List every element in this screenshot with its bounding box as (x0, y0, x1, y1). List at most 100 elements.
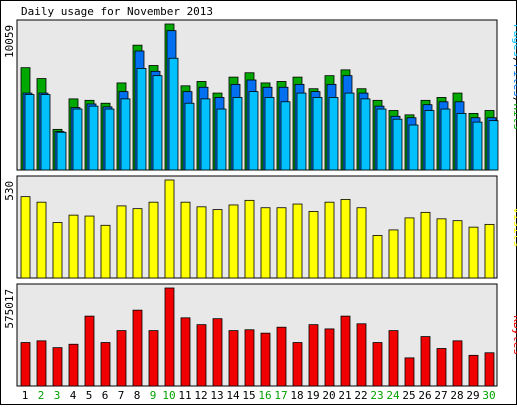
panel-bottom-ytick-label: 575017 (3, 289, 16, 329)
x-tick-label: 24 (386, 389, 400, 402)
x-tick-label: 15 (242, 389, 255, 402)
pages-bar (232, 97, 243, 171)
visits-bar (244, 199, 255, 279)
kbytes-bar (340, 315, 351, 387)
panel-top-legend: Pages/Files/Hits (511, 24, 517, 130)
kbytes-bar (100, 342, 111, 387)
pages-bar (408, 124, 419, 171)
kbytes-bar (292, 342, 303, 387)
kbytes-bar (276, 326, 287, 387)
x-tick-label: 5 (86, 389, 93, 402)
x-tick-label: 16 (258, 389, 271, 402)
x-tick-label: 21 (338, 389, 351, 402)
pages-bar (120, 98, 131, 171)
kbytes-bar (148, 330, 159, 387)
legend-entry-separator: / (511, 97, 517, 104)
legend-entry-visits: Visits (511, 207, 517, 247)
pages-bar (40, 94, 51, 171)
pages-bar (344, 92, 355, 171)
visits-bar (116, 205, 127, 279)
visits-bar (100, 224, 111, 279)
pages-bar (216, 108, 227, 171)
x-tick-label: 6 (102, 389, 109, 402)
x-tick-label: 27 (434, 389, 447, 402)
visits-bar (276, 207, 287, 279)
kbytes-bar (372, 342, 383, 387)
panel-bottom-frame (16, 283, 498, 387)
x-tick-label: 19 (306, 389, 319, 402)
x-tick-label: 12 (194, 389, 207, 402)
x-tick-label: 17 (274, 389, 287, 402)
pages-bar (248, 91, 259, 171)
x-tick-label: 29 (466, 389, 479, 402)
visits-bar (308, 211, 319, 279)
visits-bar (372, 235, 383, 279)
visits-bar (452, 220, 463, 279)
x-tick-label: 3 (54, 389, 61, 402)
kbytes-bar (324, 328, 335, 387)
visits-bar (468, 226, 479, 279)
visits-bar (196, 206, 207, 279)
kbytes-bar (116, 330, 127, 387)
kbytes-bar (452, 340, 463, 387)
x-tick-label: 18 (290, 389, 303, 402)
visits-bar (324, 201, 335, 279)
x-tick-label: 14 (226, 389, 240, 402)
x-tick-label: 4 (70, 389, 77, 402)
kbytes-bar (52, 347, 63, 387)
x-tick-label: 2 (38, 389, 45, 402)
x-tick-label: 8 (134, 389, 141, 402)
pages-bar (424, 110, 435, 171)
pages-bar (24, 94, 35, 171)
visits-bar (148, 201, 159, 279)
kbytes-bar (244, 329, 255, 387)
kbytes-bar (196, 324, 207, 387)
visits-bar (212, 209, 223, 279)
visits-bar (180, 201, 191, 279)
pages-bar (328, 97, 339, 171)
pages-bar (168, 57, 179, 171)
pages-bar (104, 108, 115, 171)
kbytes-bar (36, 340, 47, 387)
x-tick-label: 1 (22, 389, 29, 402)
visits-bar (404, 217, 415, 279)
kbytes-bar (68, 343, 79, 387)
legend-entry-separator: / (511, 57, 517, 64)
chart-title: Daily usage for November 2013 (21, 5, 213, 18)
kbytes-bar (228, 330, 239, 387)
pages-bar (56, 131, 67, 171)
panel-top-ytick-label: 10059 (3, 25, 16, 58)
pages-bar (88, 105, 99, 171)
pages-bar (472, 121, 483, 171)
x-axis-labels: 1 2 3 4 5 6 7 8 9 10 11 12 13 14 15 16 17 18 19 20 21 22 23 24 2… (22, 389, 496, 402)
visits-bar (164, 179, 175, 279)
kbytes-bar (436, 348, 447, 387)
pages-bar (72, 108, 83, 171)
panel-middle-ytick-label: 530 (3, 181, 16, 201)
pages-bar (264, 97, 275, 171)
kbytes-bar (484, 352, 495, 387)
legend-entry-kbytes: KBytes (511, 315, 517, 355)
panel-bottom-legend: KBytes (511, 315, 517, 355)
x-tick-label: 26 (418, 389, 431, 402)
kbytes-bar (132, 309, 143, 387)
panel-bottom: 575017 KBytes (3, 283, 517, 387)
x-tick-label: 10 (162, 389, 175, 402)
kbytes-bar (468, 354, 479, 387)
pages-bar (184, 102, 195, 171)
panel-middle: 530 Visits (3, 175, 517, 279)
x-tick-label: 28 (450, 389, 463, 402)
kbytes-bar (420, 336, 431, 387)
pages-bar (200, 98, 211, 171)
pages-bar (440, 108, 451, 171)
pages-bar (312, 97, 323, 171)
kbytes-bar (260, 332, 271, 387)
visits-bar (260, 207, 271, 279)
pages-bar (376, 108, 387, 171)
pages-bar (392, 118, 403, 171)
x-tick-label: 22 (354, 389, 367, 402)
visits-bar (420, 211, 431, 279)
x-tick-label: 11 (178, 389, 191, 402)
